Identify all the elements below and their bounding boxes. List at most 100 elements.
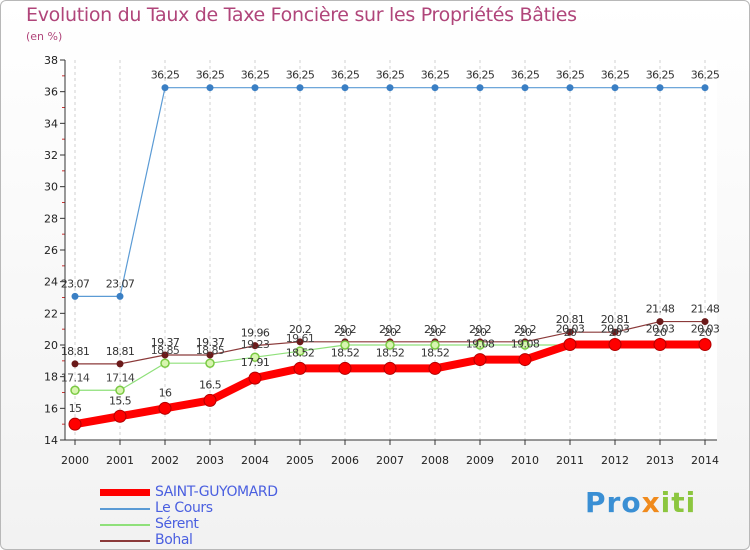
x-tick-label: 2014 xyxy=(691,454,719,467)
data-point-le-cours xyxy=(656,84,664,92)
data-point-saint-guyomard xyxy=(383,361,397,375)
data-label-le-cours: 23.07 xyxy=(106,277,135,290)
data-point-bohal xyxy=(206,351,214,359)
data-point-bohal xyxy=(611,328,619,336)
x-tick-label: 2012 xyxy=(601,454,629,467)
x-tick-label: 2013 xyxy=(646,454,674,467)
data-label-s-rent: 20 xyxy=(699,326,712,339)
data-point-saint-guyomard xyxy=(293,361,307,375)
data-label-bohal: 20.81 xyxy=(556,313,585,326)
data-label-s-rent: 20 xyxy=(564,326,577,339)
data-label-bohal: 19.96 xyxy=(241,327,270,340)
data-label-bohal: 18.81 xyxy=(106,345,135,358)
y-tick-label: 18 xyxy=(44,371,58,384)
data-label-saint-guyomard: 16.5 xyxy=(199,378,222,391)
logo-part-1: Pro xyxy=(585,486,642,519)
data-point-saint-guyomard xyxy=(68,417,82,431)
y-tick-label: 20 xyxy=(44,339,58,352)
data-label-s-rent: 17.14 xyxy=(61,371,90,384)
data-point-le-cours xyxy=(296,84,304,92)
y-tick-label: 30 xyxy=(44,181,58,194)
data-point-saint-guyomard xyxy=(563,338,577,352)
legend-swatch-bohal xyxy=(100,540,150,542)
data-label-le-cours: 36.25 xyxy=(376,69,405,82)
data-label-le-cours: 23.07 xyxy=(61,277,90,290)
x-tick-label: 2006 xyxy=(331,454,359,467)
data-point-le-cours xyxy=(341,84,349,92)
data-point-le-cours xyxy=(431,84,439,92)
data-point-bohal xyxy=(296,338,304,346)
data-label-le-cours: 36.25 xyxy=(331,69,360,82)
legend-swatch-le-cours xyxy=(100,508,150,510)
y-tick-label: 24 xyxy=(44,276,58,289)
data-label-saint-guyomard: 20.03 xyxy=(556,323,585,336)
x-tick-label: 2011 xyxy=(556,454,584,467)
data-point-s-rent xyxy=(340,340,350,350)
data-label-s-rent: 20 xyxy=(654,326,667,339)
data-label-bohal: 21.48 xyxy=(691,303,720,316)
legend-label: Sérent xyxy=(155,516,199,532)
data-label-saint-guyomard: 18.52 xyxy=(376,346,405,359)
data-label-bohal: 21.48 xyxy=(646,303,675,316)
data-point-saint-guyomard xyxy=(698,338,712,352)
x-tick-label: 2007 xyxy=(376,454,404,467)
data-label-le-cours: 36.25 xyxy=(556,69,585,82)
x-tick-label: 2004 xyxy=(241,454,269,467)
data-label-s-rent: 20 xyxy=(519,326,532,339)
data-point-s-rent xyxy=(430,340,440,350)
x-tick-label: 2002 xyxy=(151,454,179,467)
y-tick-label: 22 xyxy=(44,307,58,320)
data-label-saint-guyomard: 20.03 xyxy=(646,323,675,336)
data-label-bohal: 19.37 xyxy=(151,336,180,349)
data-label-le-cours: 36.25 xyxy=(466,69,495,82)
x-tick-label: 2000 xyxy=(61,454,89,467)
data-point-s-rent xyxy=(520,340,530,350)
x-tick-label: 2009 xyxy=(466,454,494,467)
data-label-saint-guyomard: 18.52 xyxy=(421,346,450,359)
data-point-bohal xyxy=(116,360,124,368)
plot-area xyxy=(65,60,717,440)
data-label-bohal: 20.2 xyxy=(379,323,401,336)
legend-swatch-saint-guyomard xyxy=(100,489,150,496)
data-point-saint-guyomard xyxy=(203,393,217,407)
data-label-le-cours: 36.25 xyxy=(691,69,720,82)
data-label-s-rent: 19.61 xyxy=(286,332,315,345)
data-point-bohal xyxy=(656,318,664,326)
data-point-s-rent xyxy=(475,340,485,350)
logo-part-3: iti xyxy=(660,486,697,519)
data-label-saint-guyomard: 15.5 xyxy=(109,394,132,407)
data-label-s-rent: 17.14 xyxy=(106,371,135,384)
data-label-saint-guyomard: 18.52 xyxy=(286,346,315,359)
data-point-bohal xyxy=(701,318,709,326)
logo-part-2: x xyxy=(641,486,661,519)
data-point-saint-guyomard xyxy=(248,371,262,385)
y-tick-label: 28 xyxy=(44,212,58,225)
data-point-s-rent xyxy=(160,358,170,368)
data-label-bohal: 20.2 xyxy=(514,323,536,336)
y-tick-label: 38 xyxy=(44,54,58,67)
data-label-le-cours: 36.25 xyxy=(151,69,180,82)
data-point-le-cours xyxy=(701,84,709,92)
data-point-le-cours xyxy=(161,84,169,92)
data-label-bohal: 20.2 xyxy=(469,323,491,336)
data-point-saint-guyomard xyxy=(113,409,127,423)
data-label-le-cours: 36.25 xyxy=(511,69,540,82)
data-point-s-rent xyxy=(385,340,395,350)
data-label-saint-guyomard: 19.08 xyxy=(466,338,495,351)
y-tick-label: 26 xyxy=(44,244,58,257)
y-tick-label: 36 xyxy=(44,86,58,99)
data-label-s-rent: 18.85 xyxy=(151,344,180,357)
x-tick-label: 2005 xyxy=(286,454,314,467)
data-point-le-cours xyxy=(611,84,619,92)
data-label-saint-guyomard: 18.52 xyxy=(331,346,360,359)
x-tick-label: 2010 xyxy=(511,454,539,467)
data-point-saint-guyomard xyxy=(158,401,172,415)
data-label-s-rent: 20 xyxy=(609,326,622,339)
data-label-s-rent: 19.23 xyxy=(241,338,270,351)
data-point-le-cours xyxy=(566,84,574,92)
data-point-le-cours xyxy=(521,84,529,92)
legend-label: SAINT-GUYOMARD xyxy=(155,484,278,500)
data-point-le-cours xyxy=(251,84,259,92)
data-label-le-cours: 36.25 xyxy=(421,69,450,82)
data-label-s-rent: 20 xyxy=(384,326,397,339)
